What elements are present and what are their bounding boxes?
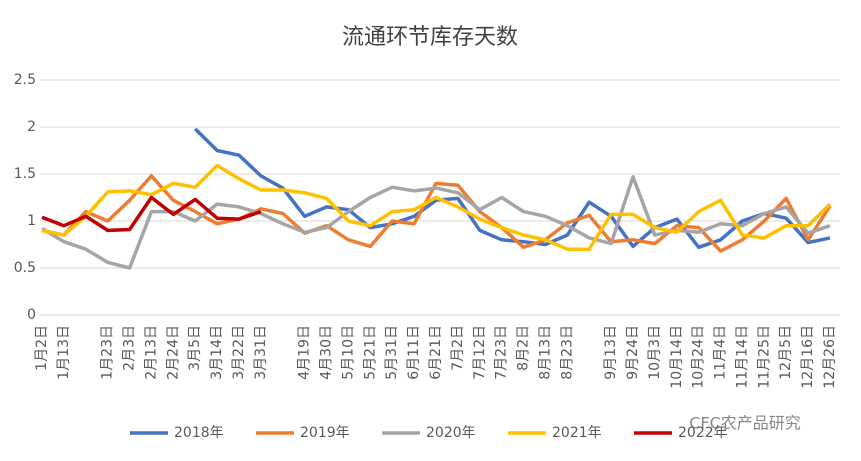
legend-label: 2021年 <box>552 425 602 441</box>
x-tick-label: 1月2日 <box>34 325 50 371</box>
x-tick-label: 8月23日 <box>559 325 575 380</box>
x-tick-label: 4月30日 <box>319 325 335 380</box>
x-tick-label: 3月31日 <box>253 325 269 380</box>
x-tick-label: 8月13日 <box>537 325 553 380</box>
y-tick-label: 1 <box>27 213 36 229</box>
y-tick-label: 1.5 <box>14 166 36 182</box>
series-line <box>41 174 832 253</box>
x-tick-label: 5月21日 <box>362 325 378 380</box>
x-tick-label: 1月13日 <box>56 325 72 380</box>
series-line <box>193 127 831 250</box>
series-line <box>41 195 262 233</box>
x-tick-label: 3月5日 <box>187 325 203 371</box>
x-tick-label: 4月19日 <box>297 325 313 380</box>
x-tick-label: 7月12日 <box>472 325 488 380</box>
x-tick-label: 6月11日 <box>406 325 422 380</box>
x-tick-label: 2月3日 <box>122 325 138 371</box>
x-tick-label: 7月2日 <box>450 325 466 371</box>
legend-label: 2018年 <box>174 425 224 441</box>
x-tick-label: 2月13日 <box>143 325 159 380</box>
y-tick-label: 2 <box>27 119 36 135</box>
watermark: CFC农产品研究 <box>689 414 801 433</box>
x-tick-label: 1月23日 <box>100 325 116 380</box>
x-tick-label: 5月31日 <box>384 325 400 380</box>
legend-label: 2019年 <box>300 425 350 441</box>
x-tick-label: 2月24日 <box>165 325 181 380</box>
y-tick-label: 0 <box>27 307 36 323</box>
series-line <box>41 175 831 270</box>
x-tick-label: 8月2日 <box>516 325 532 371</box>
legend-label: 2020年 <box>426 425 476 441</box>
x-tick-label: 11月25日 <box>756 325 772 389</box>
chart-title: 流通环节库存天数 <box>342 25 518 50</box>
legend-label: 2022年 <box>678 425 728 441</box>
x-tick-label: 10月14日 <box>669 325 685 389</box>
x-tick-label: 9月13日 <box>603 325 619 380</box>
y-tick-label: 2.5 <box>14 72 36 88</box>
x-tick-label: 12月5日 <box>778 325 794 380</box>
series-line <box>41 163 832 251</box>
x-tick-label: 10月3日 <box>647 325 663 380</box>
x-tick-label: 3月14日 <box>209 325 225 380</box>
x-tick-label: 12月16日 <box>800 325 816 389</box>
x-tick-label: 11月4日 <box>713 325 729 380</box>
x-tick-label: 9月24日 <box>625 325 641 380</box>
x-tick-label: 11月14日 <box>734 325 750 389</box>
x-tick-label: 5月10日 <box>340 325 356 380</box>
x-tick-label: 10月24日 <box>691 325 707 389</box>
x-tick-label: 12月26日 <box>822 325 838 389</box>
x-tick-label: 6月21日 <box>428 325 444 380</box>
x-tick-label: 3月22日 <box>231 325 247 380</box>
y-tick-label: 0.5 <box>14 260 36 276</box>
x-tick-label: 7月23日 <box>494 325 510 380</box>
